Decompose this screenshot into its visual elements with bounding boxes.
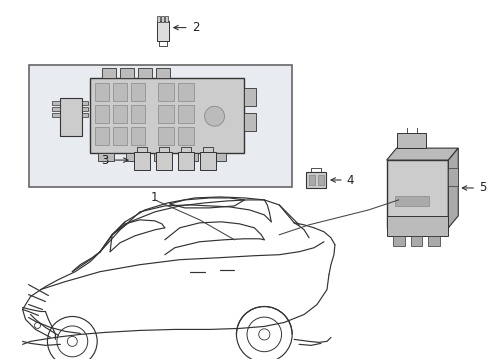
Bar	[120, 68, 134, 78]
Bar	[82, 101, 88, 105]
Bar	[52, 113, 60, 117]
Polygon shape	[386, 148, 457, 160]
Circle shape	[204, 106, 224, 126]
Bar	[131, 84, 144, 101]
Bar	[178, 105, 193, 123]
Bar	[131, 105, 144, 123]
Bar	[182, 153, 197, 161]
Bar	[386, 216, 447, 236]
Bar	[161, 15, 164, 22]
Bar	[113, 84, 127, 101]
Bar	[156, 152, 171, 170]
Text: 4: 4	[346, 174, 354, 186]
Bar	[157, 21, 168, 41]
Bar	[28, 66, 291, 187]
Bar	[317, 175, 324, 185]
Bar	[138, 68, 152, 78]
Text: 5: 5	[478, 181, 486, 194]
Bar	[386, 160, 447, 228]
Bar	[82, 107, 88, 111]
Bar	[308, 175, 314, 185]
Text: 1: 1	[151, 192, 158, 204]
Bar	[305, 172, 325, 188]
Bar	[447, 168, 457, 186]
Bar	[209, 153, 225, 161]
Bar	[113, 127, 127, 145]
Bar	[154, 153, 169, 161]
Bar	[244, 88, 256, 106]
Bar	[95, 84, 109, 101]
Bar	[158, 105, 173, 123]
Bar	[60, 98, 82, 136]
Bar	[95, 105, 109, 123]
Bar	[410, 236, 422, 246]
Bar	[158, 127, 173, 145]
Bar	[113, 105, 127, 123]
Bar	[95, 127, 109, 145]
Bar	[199, 152, 215, 170]
Text: 2: 2	[191, 21, 199, 34]
Bar	[134, 152, 150, 170]
Bar	[178, 127, 193, 145]
Bar	[52, 101, 60, 105]
Bar	[165, 15, 168, 22]
Bar	[158, 84, 173, 101]
Bar	[131, 127, 144, 145]
Bar	[392, 236, 404, 246]
Bar	[52, 107, 60, 111]
Bar	[156, 68, 169, 78]
Bar	[244, 113, 256, 131]
Bar	[427, 236, 440, 246]
Bar	[82, 113, 88, 117]
Bar	[98, 153, 114, 161]
Bar	[102, 68, 116, 78]
Bar	[157, 15, 160, 22]
Text: 3: 3	[101, 154, 108, 167]
Bar	[126, 153, 142, 161]
Bar	[178, 152, 193, 170]
Bar	[178, 84, 193, 101]
Polygon shape	[447, 148, 457, 228]
Bar	[90, 78, 244, 153]
Bar	[396, 133, 426, 148]
Bar	[394, 196, 428, 206]
